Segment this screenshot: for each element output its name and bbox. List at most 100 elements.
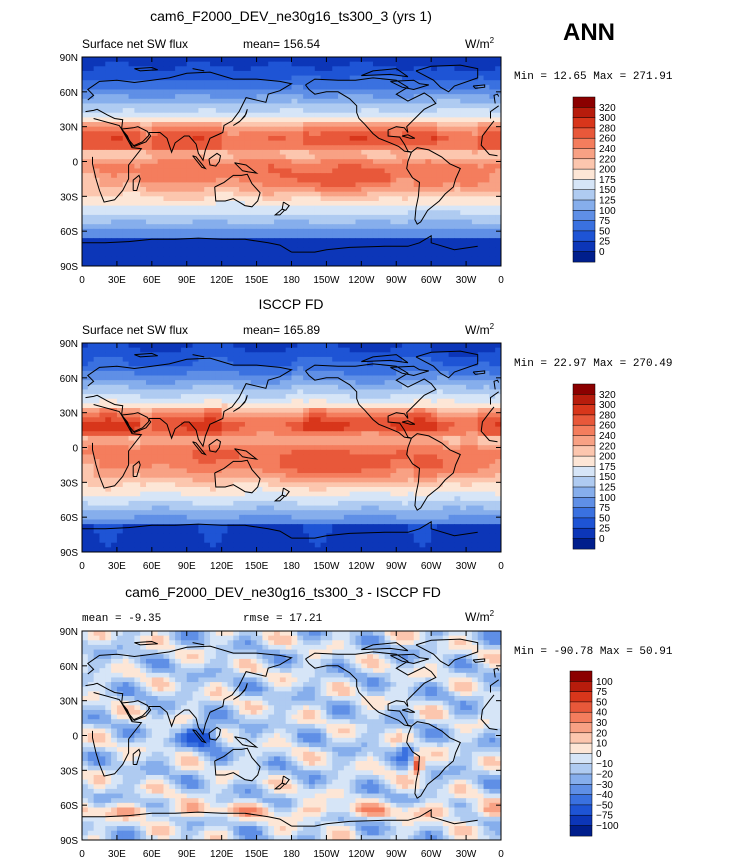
field-cell — [338, 177, 345, 183]
field-cell — [384, 80, 391, 86]
field-cell — [413, 163, 420, 169]
field-cell — [489, 214, 496, 220]
field-cell — [308, 238, 316, 244]
field-cell — [454, 421, 461, 427]
field-cell — [157, 103, 164, 109]
field-cell — [87, 256, 95, 262]
field-cell — [471, 126, 479, 132]
field-cell — [378, 205, 386, 211]
field-cell — [396, 108, 403, 114]
field-cell — [338, 145, 345, 151]
field-cell — [210, 57, 217, 63]
field-cell — [361, 252, 368, 258]
field-cell — [239, 370, 246, 376]
field-cell — [471, 149, 479, 155]
field-cell — [367, 94, 374, 100]
field-cell — [128, 122, 135, 128]
field-cell — [215, 384, 223, 390]
field-cell — [204, 57, 211, 63]
field-cell — [361, 238, 368, 244]
field-cell — [338, 343, 345, 349]
field-cell — [454, 431, 461, 437]
field-cell — [471, 356, 479, 362]
field-cell — [448, 70, 455, 76]
field-cell — [460, 103, 467, 109]
field-cell — [291, 356, 298, 362]
field-cell — [111, 435, 118, 441]
field-cell — [471, 380, 479, 386]
field-cell — [274, 135, 281, 141]
field-cell — [442, 242, 450, 248]
field-cell — [250, 108, 257, 114]
field-cell — [471, 412, 479, 418]
field-cell — [134, 177, 141, 183]
field-cell — [396, 112, 403, 118]
field-cell — [146, 214, 153, 220]
field-cell — [460, 122, 467, 128]
field-cell — [146, 117, 153, 123]
field-cell — [372, 233, 380, 239]
field-cell — [122, 256, 129, 262]
field-cell — [82, 224, 89, 230]
field-cell — [122, 117, 129, 123]
field-cell — [169, 366, 176, 372]
field-cell — [256, 361, 263, 367]
field-cell — [233, 417, 240, 423]
field-cell — [204, 421, 211, 427]
field-cell — [268, 394, 275, 400]
field-cell — [343, 384, 351, 390]
field-cell — [454, 98, 461, 104]
field-cell — [169, 352, 176, 358]
field-cell — [297, 149, 304, 155]
field-cell — [314, 108, 321, 114]
field-cell — [268, 384, 275, 390]
field-cell — [425, 431, 432, 437]
field-cell — [192, 421, 199, 427]
field-cell — [180, 403, 188, 409]
field-cell — [466, 421, 473, 427]
field-cell — [448, 426, 455, 432]
field-cell — [314, 66, 321, 72]
field-cell — [186, 366, 193, 372]
field-cell — [175, 57, 182, 63]
min-max-label: Min = 12.65 Max = 271.91 — [514, 71, 673, 83]
field-cell — [343, 440, 351, 446]
field-cell — [442, 224, 450, 230]
field-cell — [442, 122, 450, 128]
field-cell — [256, 66, 263, 72]
field-cell — [180, 445, 188, 451]
field-cell — [262, 242, 269, 248]
field-cell — [343, 187, 351, 193]
field-cell — [151, 89, 159, 95]
field-cell — [332, 66, 339, 72]
field-cell — [489, 417, 496, 423]
field-cell — [442, 389, 450, 395]
field-cell — [390, 131, 397, 137]
field-cell — [210, 187, 217, 193]
field-cell — [151, 445, 159, 451]
field-cell — [343, 98, 351, 104]
field-cell — [227, 98, 234, 104]
field-cell — [105, 261, 112, 266]
field-cell — [99, 61, 106, 67]
field-cell — [285, 361, 292, 367]
field-cell — [489, 408, 496, 414]
field-cell — [308, 224, 316, 230]
field-cell — [320, 384, 327, 390]
field-cell — [291, 352, 298, 358]
field-cell — [157, 75, 164, 81]
field-cell — [390, 228, 397, 234]
field-cell — [384, 149, 391, 155]
field-cell — [215, 75, 223, 81]
field-cell — [448, 200, 455, 207]
field-cell — [151, 417, 159, 423]
field-cell — [204, 154, 211, 160]
field-cell — [407, 384, 415, 390]
field-cell — [105, 126, 112, 132]
field-cell — [361, 403, 368, 409]
field-cell — [442, 103, 450, 109]
field-cell — [250, 98, 257, 104]
field-cell — [99, 173, 106, 179]
field-cell — [390, 140, 397, 146]
field-cell — [146, 210, 153, 216]
